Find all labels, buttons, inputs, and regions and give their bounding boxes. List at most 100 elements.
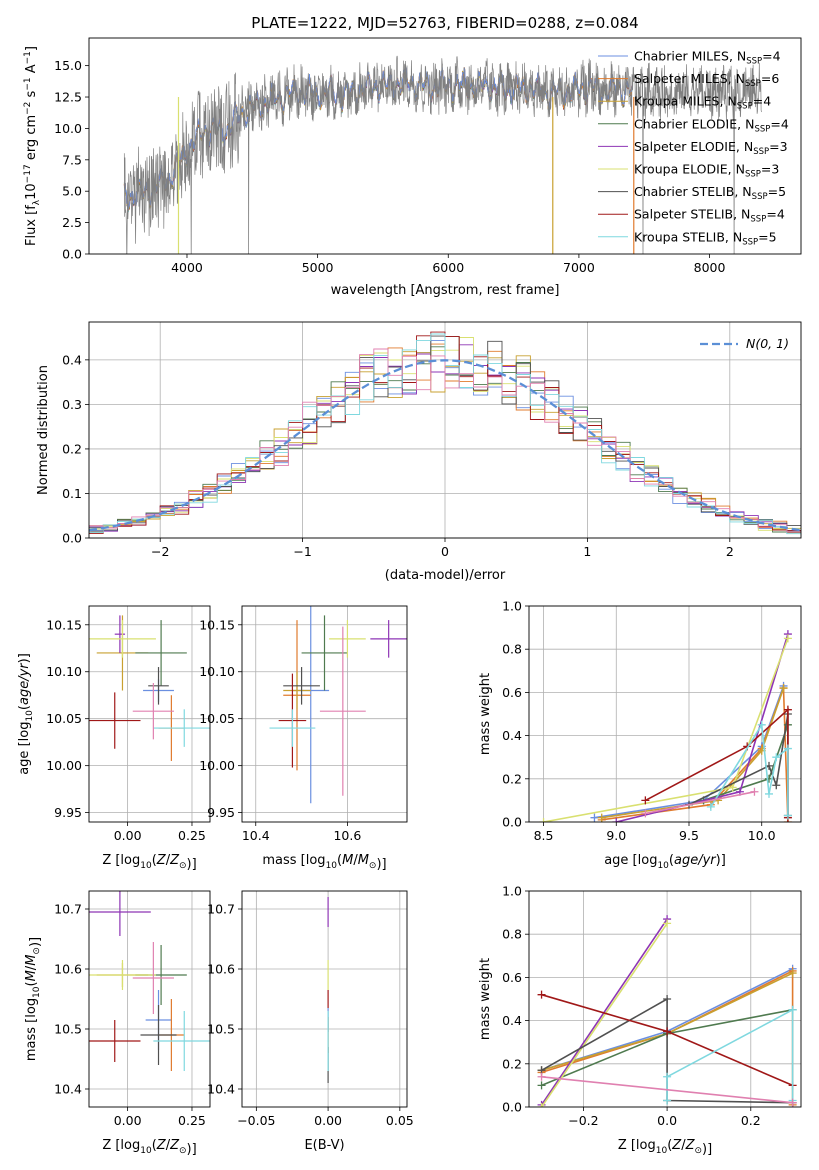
x-tick-label: −1 [293, 544, 311, 559]
legend-eq: = [762, 49, 772, 64]
point-marker [779, 684, 788, 693]
y-tick-label: 15.0 [54, 58, 82, 73]
axes-frame [528, 605, 802, 823]
legend-eq: = [758, 229, 768, 244]
x-tick-label: 10.0 [748, 828, 776, 843]
legend-nssp: 3 [771, 162, 779, 177]
legend-sub: SSP [745, 170, 761, 180]
label-part: ] [24, 46, 39, 51]
x-axis-label: Z [log10(Z/Z⊙)] [618, 1138, 712, 1157]
label-part: 10 [140, 1146, 152, 1156]
legend-item: Kroupa ELODIE, NSSP=3 [634, 162, 779, 180]
normal-curve [89, 359, 801, 532]
legend-suffix: , N [728, 71, 745, 86]
label-part: )] [376, 857, 386, 872]
age_mass-axes: 10.4 10.6 9.95 10.00 10.05 10.10 10.15 [199, 605, 408, 843]
x-tick-label: 5000 [302, 260, 334, 275]
axes-frame [88, 605, 211, 823]
y-tick-label: 0.6 [502, 970, 522, 985]
point-marker [788, 969, 797, 978]
y-tick-label: 0.2 [62, 441, 82, 456]
label-part: M [358, 853, 369, 868]
y-tick-label: 10.7 [54, 902, 82, 917]
data-spectrum-line [123, 55, 762, 254]
x-tick-label: 0.25 [178, 1113, 206, 1128]
y-tick-label: 0.0 [502, 815, 522, 830]
legend-suffix: , N [736, 139, 753, 154]
spectrum-plot-area [123, 55, 762, 254]
label-part: Z [log [102, 1138, 140, 1153]
legend-name: Salpeter ELODIE [634, 139, 736, 154]
legend-suffix: , N [719, 94, 736, 109]
label-part: ( [669, 853, 674, 868]
x-axis-label: Z [log10(Z/Z⊙)] [102, 853, 196, 872]
histogram-step-line [89, 348, 801, 533]
chart-title: PLATE=1222, MJD=52763, FIBERID=0288, z=0… [251, 14, 638, 32]
x-tick-label: 8000 [694, 260, 726, 275]
y-tick-label: 1.0 [502, 884, 522, 899]
mass_Z-axes: 0.00 0.25 10.4 10.5 10.6 10.7 [54, 890, 211, 1128]
legend-nssp: 4 [773, 49, 781, 64]
y-tick-label: 10.6 [54, 962, 82, 977]
legend-eq: = [769, 139, 779, 154]
x-axis-label: Z [log10(Z/Z⊙)] [102, 1138, 196, 1157]
point-marker [788, 1098, 797, 1107]
y-tick-label: 9.95 [54, 805, 82, 820]
weight_age-axes: 8.5 9.0 9.5 10.0 0.0 0.2 0.4 0.6 0.8 1.0 [502, 599, 802, 843]
y-tick-label: 10.4 [207, 1082, 235, 1097]
point-marker [783, 634, 792, 643]
y-tick-label: 10.5 [207, 1022, 235, 1037]
y-tick-label: 2.5 [62, 215, 82, 230]
label-part: Z [685, 1138, 696, 1153]
label-part: ( [152, 1138, 157, 1153]
y-tick-label: 0.4 [502, 1013, 522, 1028]
label-part: Z [169, 853, 180, 868]
y-tick-label: 10.10 [46, 664, 82, 679]
series-line [666, 1008, 794, 1101]
x-tick-label: −0.2 [568, 1113, 598, 1128]
label-part: / [681, 1138, 686, 1153]
label-part: 10 [657, 861, 669, 871]
label-part: ⊙ [179, 861, 187, 871]
y-axis-label: mass [log10(M/M⊙)] [24, 937, 43, 1061]
series-line [541, 1076, 793, 1104]
point-marker [539, 818, 548, 822]
label-part: / [166, 1138, 171, 1153]
legend-nssp: 5 [769, 229, 777, 244]
legend-sub: SSP [742, 237, 758, 247]
point-marker [765, 789, 773, 798]
label-part: )] [187, 857, 197, 872]
label-part: age/yr [17, 662, 32, 705]
y-tick-label: 0.0 [502, 1100, 522, 1115]
y-tick-label: 10.10 [199, 664, 235, 679]
legend-eq: = [766, 207, 776, 222]
legend-nssp: 4 [777, 207, 785, 222]
y-tick-label: 0.1 [62, 486, 82, 501]
label-part: Flux [f [24, 205, 39, 246]
series-line [543, 638, 789, 822]
point-marker [663, 1072, 672, 1081]
x-tick-label: 4000 [171, 260, 203, 275]
y-tick-label: 10.6 [207, 962, 235, 977]
axes-frame [241, 890, 408, 1108]
y-tick-label: 0.2 [502, 771, 522, 786]
x-tick-label: 0.00 [114, 1113, 142, 1128]
y-axis-label: mass weight [478, 958, 493, 1040]
axes-frame [88, 321, 802, 539]
label-part: mass [log [24, 998, 39, 1061]
label-part: )] [28, 937, 43, 947]
label-part: Z [log [618, 1138, 656, 1153]
series-line [645, 791, 755, 815]
label-part: age [log [604, 853, 657, 868]
label-part: s [24, 90, 39, 101]
point-marker [663, 995, 672, 1003]
label-part: )] [702, 1142, 712, 1157]
label-part: ( [17, 705, 32, 710]
label-part: 10 [25, 710, 35, 722]
point-marker [788, 1005, 797, 1014]
spectrum-axes: 4000 5000 6000 7000 8000 0.0 2.5 5.0 7.5 10.0 12.5… [54, 37, 802, 275]
label-part: ( [24, 981, 39, 986]
legend-eq: = [770, 116, 780, 131]
point-marker [663, 1027, 672, 1036]
axes-frame [88, 37, 802, 255]
